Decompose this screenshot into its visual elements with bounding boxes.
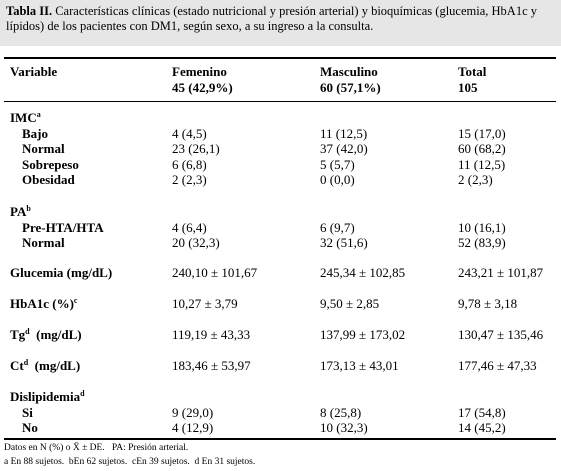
- cell: 243,21 ± 101,87: [458, 265, 544, 280]
- row-label: Obesidad: [22, 172, 75, 187]
- cell: 2 (2,3): [172, 172, 207, 187]
- caption-label: Tabla II.: [6, 4, 53, 18]
- cell: 0 (0,0): [320, 172, 355, 187]
- column-header: Femenino: [172, 64, 227, 79]
- cell: 137,99 ± 173,02: [320, 327, 406, 342]
- cell: 4 (4,5): [172, 125, 207, 141]
- cell: 119,19 ± 43,33: [172, 327, 251, 342]
- label-text: HbA1c (%): [10, 296, 74, 311]
- cell: 8 (25,8): [320, 404, 362, 420]
- footnote: a En 88 sujetos. bEn 62 sujetos. cEn 39 …: [4, 457, 256, 467]
- section-label: Tgd (mg/dL): [10, 327, 82, 343]
- cell: 10,27 ± 3,79: [172, 296, 238, 311]
- label-suffix: (mg/dL): [36, 327, 82, 342]
- cell: 32 (51,6): [320, 235, 368, 250]
- cell: 15 (17,0): [458, 125, 506, 141]
- column-count: 105: [458, 80, 478, 95]
- cell: 6 (9,7): [320, 219, 355, 235]
- section-label: PAb: [10, 204, 31, 220]
- top-rule: [4, 57, 556, 59]
- column-header: Masculino: [320, 64, 378, 79]
- column-count: 45 (42,9%): [172, 80, 233, 95]
- label-text: PA: [10, 204, 27, 219]
- cell: 2 (2,3): [458, 172, 493, 187]
- section-label: Dislipidemiad: [10, 389, 85, 405]
- label-text: Ct: [10, 358, 24, 373]
- label-text: Dislipidemia: [10, 389, 81, 404]
- caption: Tabla II. Características clínicas (esta…: [0, 0, 561, 46]
- section-label: IMCa: [10, 110, 41, 126]
- cell: 9,50 ± 2,85: [320, 296, 380, 311]
- row-label: No: [22, 420, 38, 435]
- column-header: Variable: [10, 64, 58, 79]
- superscript: a: [36, 110, 41, 119]
- cell: 173,13 ± 43,01: [320, 358, 399, 373]
- bottom-rule: [4, 438, 556, 440]
- cell: 130,47 ± 135,46: [458, 327, 544, 342]
- cell: 4 (6,4): [172, 219, 207, 235]
- cell: 10 (32,3): [320, 420, 368, 435]
- cell: 9,78 ± 3,18: [458, 296, 518, 311]
- cell: 4 (12,9): [172, 420, 214, 435]
- header-rule: [4, 101, 556, 102]
- cell: 9 (29,0): [172, 404, 214, 420]
- label-suffix: (mg/dL): [34, 358, 81, 373]
- column-count: 60 (57,1%): [320, 80, 381, 95]
- row-label: Normal: [22, 141, 65, 156]
- caption-text: Características clínicas (estado nutrici…: [6, 4, 537, 33]
- cell: 52 (83,9): [458, 235, 506, 250]
- row-label: Pre-HTA/HTA: [22, 219, 104, 235]
- cell: 60 (68,2): [458, 141, 506, 156]
- cell: 177,46 ± 47,33: [458, 358, 537, 373]
- cell: 183,46 ± 53,97: [172, 358, 251, 373]
- footnote: Datos en N (%) o X̄ ± DE. PA: Presión ar…: [4, 443, 189, 453]
- superscript: b: [26, 204, 31, 213]
- section-label: Glucemia (mg/dL): [10, 265, 112, 281]
- superscript: c: [73, 296, 78, 305]
- cell: 11 (12,5): [320, 125, 368, 141]
- cell: 240,10 ± 101,67: [172, 265, 258, 280]
- cell: 5 (5,7): [320, 156, 355, 172]
- section-label: HbA1c (%)c: [10, 296, 77, 312]
- superscript: d: [25, 327, 30, 336]
- superscript: d: [23, 358, 29, 367]
- cell: 6 (6,8): [172, 156, 207, 172]
- label-text: IMC: [10, 110, 37, 125]
- cell: 245,34 ± 102,85: [320, 265, 406, 280]
- cell: 37 (42,0): [320, 141, 368, 156]
- cell: 10 (16,1): [458, 219, 506, 235]
- column-header: Total: [458, 64, 487, 79]
- row-label: Bajo: [22, 125, 48, 141]
- cell: 23 (26,1): [172, 141, 220, 156]
- label-text: Tg: [10, 327, 26, 342]
- cell: 11 (12,5): [458, 156, 506, 172]
- cell: 20 (32,3): [172, 235, 220, 250]
- row-label: Si: [22, 404, 33, 420]
- section-label: Ctd (mg/dL): [10, 358, 80, 374]
- row-label: Normal: [22, 235, 65, 250]
- label-text: Glucemia (mg/dL): [10, 265, 113, 280]
- cell: 17 (54,8): [458, 404, 506, 420]
- cell: 14 (45,2): [458, 420, 506, 435]
- superscript: d: [80, 389, 85, 398]
- row-label: Sobrepeso: [22, 156, 79, 172]
